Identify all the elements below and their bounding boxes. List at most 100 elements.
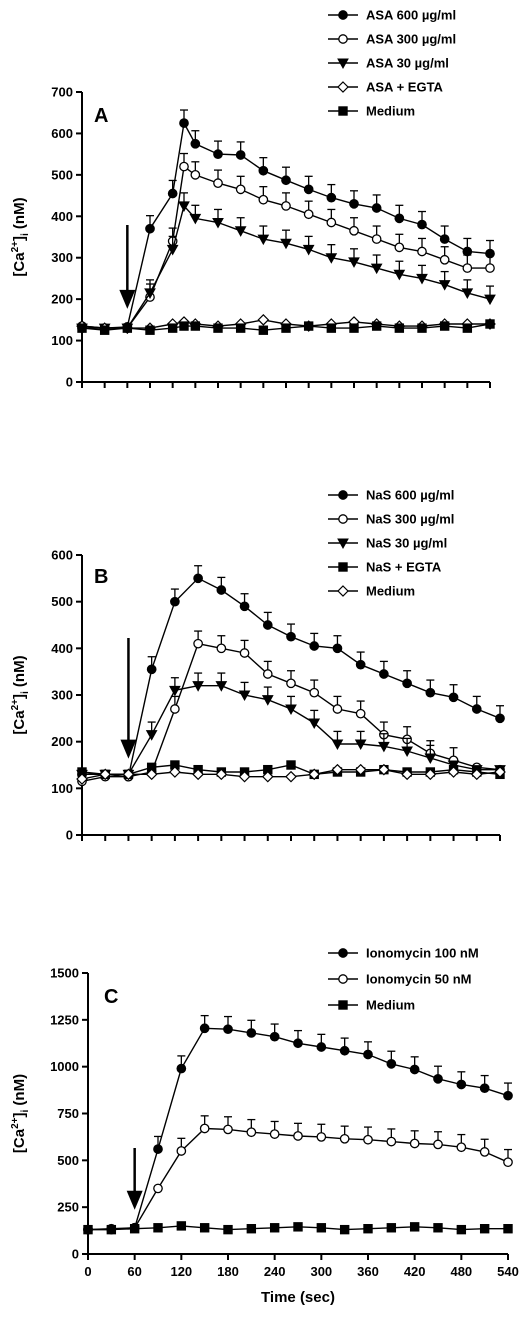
- legend-marker: [338, 562, 348, 572]
- data-point: [193, 638, 203, 649]
- data-point: [286, 678, 296, 689]
- legend-marker: [338, 106, 348, 116]
- data-point: [269, 1223, 280, 1233]
- data-point: [448, 692, 459, 703]
- legend-marker: [338, 10, 348, 20]
- y-tick-label: 600: [51, 126, 73, 141]
- data-point: [213, 178, 223, 188]
- data-point: [456, 1224, 467, 1235]
- data-point: [166, 244, 179, 256]
- data-point: [213, 149, 223, 159]
- data-point: [234, 226, 247, 237]
- data-point: [354, 763, 367, 776]
- data-point: [461, 288, 474, 299]
- data-point: [170, 704, 180, 714]
- legend-entry: NaS 30 µg/ml: [328, 536, 447, 551]
- chart-panel-c: 0 250 500 750 1000 1250 1500 0 60 120 180 240 300 360…: [10, 946, 519, 1307]
- data-point: [379, 669, 389, 679]
- data-point: [293, 1222, 303, 1232]
- data-point: [193, 573, 203, 584]
- data-point: [257, 234, 270, 246]
- legend-marker: [337, 81, 349, 93]
- data-point: [269, 1031, 280, 1042]
- x-tick-label: 480: [450, 1264, 472, 1279]
- data-point: [494, 766, 506, 778]
- y-tick-label: 600: [51, 548, 73, 563]
- data-point: [462, 323, 473, 333]
- x-tick-label: 420: [404, 1264, 426, 1279]
- data-point: [462, 263, 473, 273]
- data-point: [239, 648, 250, 658]
- x-tick-label: 300: [310, 1264, 332, 1279]
- data-point: [456, 1079, 467, 1090]
- legend-marker: [338, 1000, 348, 1010]
- data-point: [386, 1223, 397, 1233]
- data-point: [409, 1138, 420, 1149]
- data-point: [386, 1059, 397, 1069]
- data-point: [153, 1223, 163, 1233]
- stimulus-arrow-head: [120, 739, 137, 759]
- data-point: [349, 225, 359, 236]
- data-point: [76, 773, 88, 785]
- data-point: [339, 1224, 350, 1235]
- data-point: [199, 1223, 210, 1233]
- data-point: [258, 325, 269, 335]
- legend-marker: [337, 538, 349, 550]
- data-point: [349, 199, 359, 209]
- data-point: [215, 681, 228, 692]
- data-point: [401, 768, 413, 781]
- data-point: [484, 294, 496, 306]
- data-point: [192, 768, 204, 781]
- data-point: [447, 766, 460, 778]
- data-point: [355, 708, 366, 719]
- y-tick-label: 1250: [50, 1012, 79, 1027]
- legend-entry: ASA 300 µg/ml: [328, 32, 456, 47]
- data-point: [438, 280, 451, 291]
- series-filled-square: [83, 1221, 513, 1235]
- x-tick-label: 60: [127, 1264, 141, 1279]
- x-axis-title: Time (sec): [261, 1289, 335, 1306]
- y-tick-label: 100: [51, 781, 73, 796]
- legend-entry: Medium: [328, 998, 415, 1013]
- data-point: [261, 770, 274, 783]
- panel-letter: C: [104, 986, 118, 1008]
- data-point: [235, 150, 246, 160]
- data-point: [285, 704, 297, 716]
- data-point: [169, 685, 181, 697]
- data-point: [246, 1028, 257, 1038]
- legend-entry: NaS + EGTA: [328, 560, 442, 575]
- series-line: [88, 1127, 509, 1231]
- legend-label: Medium: [366, 998, 415, 1013]
- data-point: [470, 768, 483, 781]
- x-tick-label: 180: [217, 1264, 239, 1279]
- y-tick-label: 1000: [50, 1059, 79, 1074]
- data-point: [258, 165, 269, 176]
- legend-label: NaS 300 µg/ml: [366, 512, 454, 527]
- legend-label: Medium: [366, 584, 415, 599]
- data-point: [257, 314, 270, 326]
- data-point: [238, 690, 251, 702]
- series-filled-square: [77, 319, 495, 335]
- data-point: [363, 1134, 373, 1145]
- y-tick-label: 250: [57, 1200, 79, 1215]
- data-point: [495, 713, 505, 724]
- data-point: [303, 209, 314, 220]
- y-axis-title: [Ca2+]i (nM): [10, 1074, 31, 1153]
- data-point: [378, 741, 390, 753]
- series-line: [82, 204, 491, 329]
- data-point: [371, 321, 382, 331]
- data-point: [332, 643, 343, 654]
- legend-label: Ionomycin 50 nM: [366, 972, 471, 987]
- data-point: [170, 596, 180, 607]
- data-point: [179, 321, 189, 331]
- data-point: [223, 1224, 233, 1235]
- data-point: [99, 768, 112, 781]
- series-filled-triangle: [76, 672, 506, 781]
- legend-marker: [337, 585, 349, 597]
- data-point: [331, 763, 344, 776]
- data-point: [258, 194, 269, 205]
- y-tick-label: 0: [66, 828, 73, 843]
- data-point: [281, 323, 291, 333]
- data-point: [303, 184, 314, 195]
- data-point: [262, 669, 273, 679]
